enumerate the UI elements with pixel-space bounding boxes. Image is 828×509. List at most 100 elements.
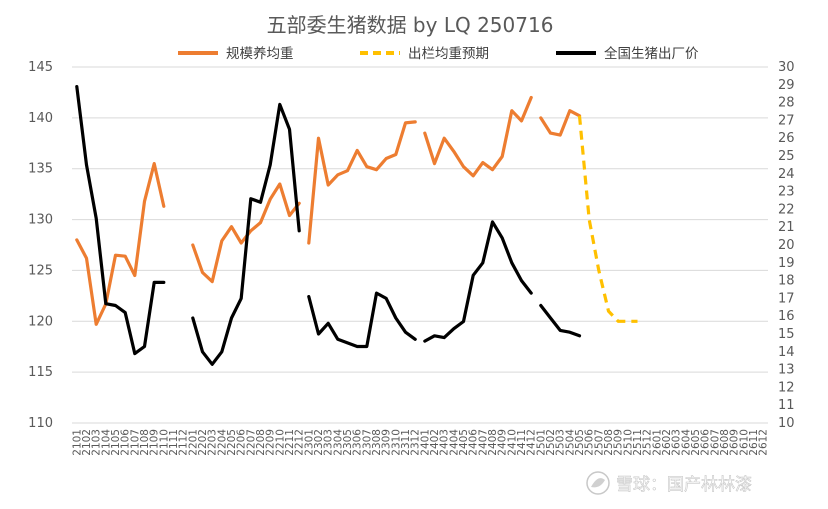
y-right-tick-2: 12 — [778, 380, 795, 395]
x-tick-2302: 2302 — [313, 429, 325, 456]
y-left-tick-0: 110 — [28, 416, 53, 431]
snowball-logo-icon — [586, 471, 610, 495]
y-right-tick-9: 19 — [778, 256, 795, 271]
y-left-tick-1: 115 — [28, 365, 53, 380]
x-tick-2502: 2502 — [545, 429, 557, 456]
x-tick-2401: 2401 — [419, 429, 431, 456]
x-tick-2610: 2610 — [738, 429, 750, 456]
legend-label-2: 全国生猪出厂价 — [604, 45, 699, 62]
x-tick-2602: 2602 — [661, 429, 673, 456]
chart-title: 五部委生猪数据 by LQ 250716 — [267, 13, 554, 37]
y-left-tick-4: 130 — [28, 213, 53, 228]
x-tick-2609: 2609 — [729, 429, 741, 456]
snowball-logo-mark-icon — [591, 478, 605, 488]
y-right-tick-14: 24 — [778, 167, 795, 182]
y-left-tick-5: 135 — [28, 162, 53, 177]
series-2-segment-2 — [307, 291, 417, 349]
x-tick-2311: 2311 — [400, 429, 412, 456]
x-tick-2109: 2109 — [149, 429, 161, 456]
y-right-tick-10: 20 — [778, 238, 795, 253]
legend-label-1: 出栏均重预期 — [408, 46, 489, 62]
legend-item-2: 全国生猪出厂价 — [556, 45, 699, 62]
x-tick-2507: 2507 — [593, 429, 605, 456]
legend-label-0: 规模养均重 — [226, 46, 294, 62]
x-tick-2103: 2103 — [91, 429, 103, 456]
series-2-segment-3 — [423, 220, 533, 343]
x-tick-2207: 2207 — [245, 429, 257, 456]
x-tick-2303: 2303 — [323, 429, 335, 456]
x-tick-2208: 2208 — [255, 429, 267, 456]
x-tick-2611: 2611 — [748, 429, 760, 456]
x-tick-2410: 2410 — [506, 429, 518, 456]
x-tick-2509: 2509 — [613, 429, 625, 456]
y-right-tick-18: 28 — [778, 96, 795, 111]
series-1-segment-0 — [577, 115, 638, 323]
watermark-text: 雪球：国产林林漆 — [616, 475, 752, 495]
x-tick-2608: 2608 — [719, 429, 731, 456]
x-tick-2107: 2107 — [129, 429, 141, 456]
y-axis-right: 10 11 12 13 14 15 16 17 18 19 20 21 22 23 24 25 26 27 28 29… — [778, 60, 795, 431]
x-tick-2501: 2501 — [535, 429, 547, 456]
y-right-tick-7: 17 — [778, 291, 795, 306]
watermark: 雪球：国产林林漆 — [586, 471, 752, 495]
x-tick-2307: 2307 — [361, 429, 373, 456]
x-tick-2202: 2202 — [197, 429, 209, 456]
x-tick-2601: 2601 — [651, 429, 663, 456]
x-tick-2503: 2503 — [555, 429, 567, 456]
gridlines — [72, 66, 768, 424]
x-tick-2204: 2204 — [216, 429, 228, 456]
y-right-tick-4: 14 — [778, 345, 795, 360]
x-tick-2212: 2212 — [294, 429, 306, 456]
x-tick-2409: 2409 — [497, 429, 509, 456]
x-tick-2306: 2306 — [352, 429, 364, 456]
x-tick-2105: 2105 — [110, 429, 122, 456]
x-tick-2211: 2211 — [284, 429, 296, 456]
x-tick-2209: 2209 — [265, 429, 277, 456]
y-right-tick-5: 15 — [778, 327, 795, 342]
y-left-tick-6: 140 — [28, 111, 53, 126]
x-tick-2408: 2408 — [487, 429, 499, 456]
y-left-tick-3: 125 — [28, 263, 53, 278]
series-2-segment-4 — [539, 303, 582, 338]
x-tick-2406: 2406 — [468, 429, 480, 456]
x-tick-2508: 2508 — [603, 429, 615, 456]
y-right-tick-17: 27 — [778, 113, 795, 128]
y-axis-left: 110 115 120 125 130 135 140 145 — [28, 60, 53, 431]
y-right-tick-3: 13 — [778, 363, 795, 378]
y-right-tick-13: 23 — [778, 185, 795, 200]
x-tick-2603: 2603 — [671, 429, 683, 456]
series-2-segment-1 — [191, 102, 301, 366]
series-lines — [75, 84, 638, 366]
x-tick-2510: 2510 — [622, 429, 634, 456]
x-tick-2412: 2412 — [526, 429, 538, 456]
series-0-segment-4 — [539, 109, 582, 137]
x-tick-2205: 2205 — [226, 429, 238, 456]
x-tick-2411: 2411 — [516, 429, 528, 456]
x-tick-2407: 2407 — [477, 429, 489, 456]
legend: 规模养均重 出栏均重预期 全国生猪出厂价 — [178, 45, 699, 62]
x-tick-2104: 2104 — [100, 429, 112, 456]
series-0-segment-2 — [307, 120, 417, 245]
x-tick-2106: 2106 — [120, 429, 132, 456]
x-tick-2605: 2605 — [690, 429, 702, 456]
x-tick-2511: 2511 — [632, 429, 644, 456]
x-tick-2206: 2206 — [236, 429, 248, 456]
x-tick-2112: 2112 — [178, 429, 190, 456]
x-tick-2108: 2108 — [139, 429, 151, 456]
x-tick-2402: 2402 — [429, 429, 441, 456]
x-tick-2309: 2309 — [381, 429, 393, 456]
y-right-tick-11: 21 — [778, 220, 795, 235]
x-tick-2305: 2305 — [342, 429, 354, 456]
x-tick-2607: 2607 — [709, 429, 721, 456]
x-tick-2512: 2512 — [642, 429, 654, 456]
series-0-segment-0 — [75, 162, 166, 326]
x-tick-2101: 2101 — [71, 429, 83, 456]
x-tick-2308: 2308 — [371, 429, 383, 456]
x-tick-2612: 2612 — [758, 429, 770, 456]
x-tick-2606: 2606 — [700, 429, 712, 456]
y-left-tick-7: 145 — [28, 60, 53, 75]
x-tick-2505: 2505 — [574, 429, 586, 456]
y-right-tick-20: 30 — [778, 60, 795, 75]
x-tick-2405: 2405 — [458, 429, 470, 456]
y-right-tick-8: 18 — [778, 274, 795, 289]
